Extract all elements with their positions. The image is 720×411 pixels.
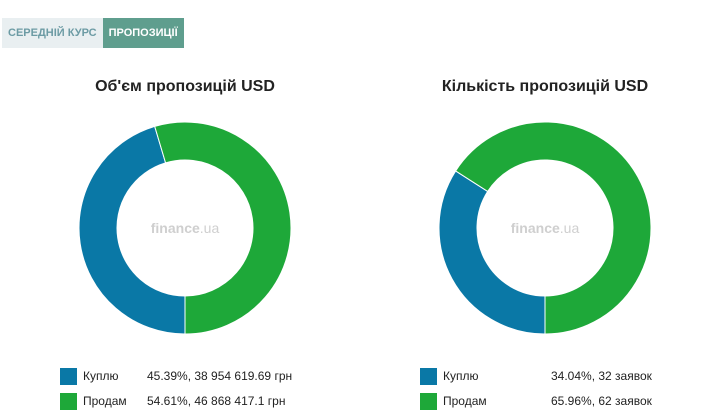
donut-slice-sell[interactable] — [454, 121, 652, 335]
donut-slice-buy[interactable] — [78, 125, 186, 335]
legend-value-volume-sell: 54.61%, 46 868 417.1 грн — [147, 394, 286, 408]
legend-swatch-sell — [420, 392, 437, 410]
chart-title-volume: Об'єм пропозицій USD — [95, 78, 275, 95]
legend-swatch-buy — [420, 367, 437, 385]
legend-row-count-buy: Куплю 34.04%, 32 заявок — [420, 366, 652, 386]
legend-label-sell: Продам — [443, 394, 487, 408]
legend-row-count-sell: Продам 65.96%, 62 заявок — [420, 391, 652, 411]
legend-swatch-sell — [60, 392, 77, 410]
legend-label-buy: Куплю — [83, 369, 119, 383]
chart-title-count: Кількість пропозицій USD — [441, 78, 649, 95]
donut-slice-sell[interactable] — [154, 121, 292, 335]
donut-slice-buy[interactable] — [438, 170, 546, 335]
legend-value-volume-buy: 45.39%, 38 954 619.69 грн — [147, 369, 293, 383]
tab-average-rate[interactable]: СЕРЕДНІЙ КУРС — [2, 18, 103, 48]
legend-swatch-buy — [60, 367, 77, 385]
legend-row-volume-sell: Продам 54.61%, 46 868 417.1 грн — [60, 391, 285, 411]
legend-label-sell: Продам — [83, 394, 127, 408]
donut-chart-volume: finance.ua — [78, 121, 292, 335]
finance-ua-watermark: finance.ua — [511, 220, 580, 236]
legend-value-count-buy: 34.04%, 32 заявок — [551, 369, 652, 383]
finance-ua-watermark: finance.ua — [151, 220, 220, 236]
donut-chart-count: finance.ua — [438, 121, 652, 335]
tab-bar: СЕРЕДНІЙ КУРС ПРОПОЗИЦІЇ — [2, 18, 184, 48]
tab-offers[interactable]: ПРОПОЗИЦІЇ — [102, 18, 184, 48]
legend-label-buy: Куплю — [443, 369, 479, 383]
legend-value-count-sell: 65.96%, 62 заявок — [551, 394, 652, 408]
legend-row-volume-buy: Куплю 45.39%, 38 954 619.69 грн — [60, 366, 292, 386]
